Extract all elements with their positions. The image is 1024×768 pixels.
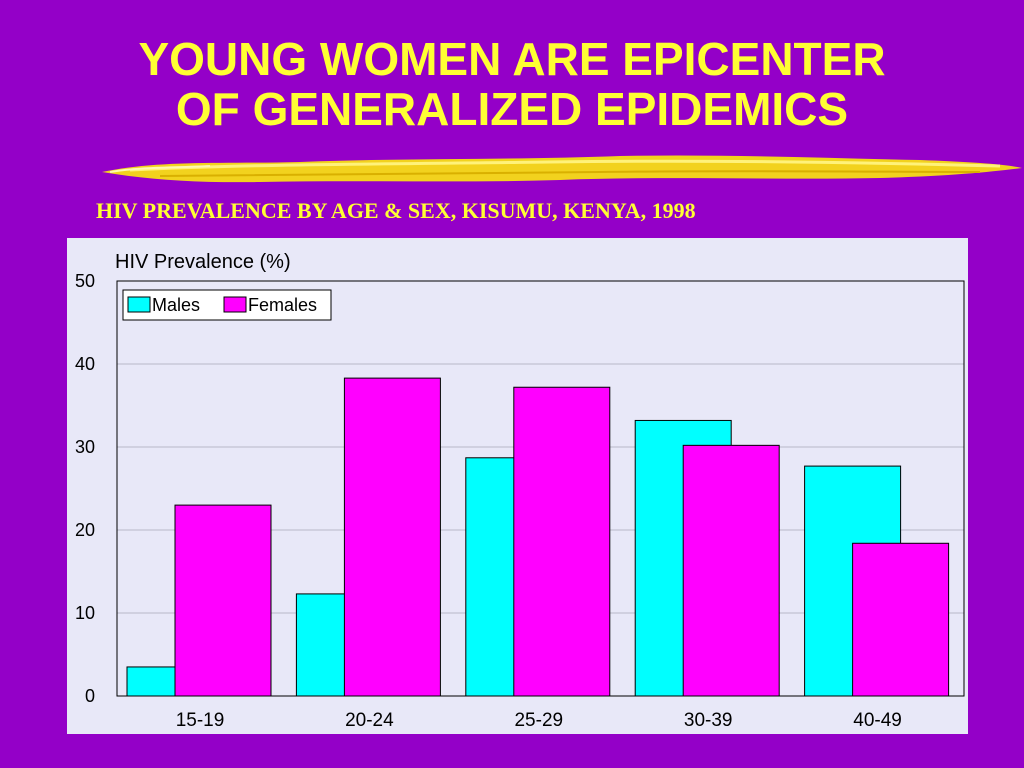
y-tick-label: 30 bbox=[75, 437, 95, 457]
legend-label-males: Males bbox=[152, 295, 200, 315]
legend-label-females: Females bbox=[248, 295, 317, 315]
y-tick-label: 50 bbox=[75, 271, 95, 291]
bar-females-15-19 bbox=[174, 504, 272, 697]
x-tick-label: 25-29 bbox=[514, 710, 563, 731]
y-tick-label: 20 bbox=[75, 520, 95, 540]
bar-females-30-39 bbox=[682, 444, 780, 697]
x-tick-label: 30-39 bbox=[684, 710, 733, 731]
y-axis-label: HIV Prevalence (%) bbox=[115, 251, 291, 273]
brush-stroke-divider bbox=[102, 155, 1022, 183]
slide-title: YOUNG WOMEN ARE EPICENTER OF GENERALIZED… bbox=[0, 34, 1024, 134]
slide-title-line-2: OF GENERALIZED EPIDEMICS bbox=[175, 83, 849, 135]
x-tick-label: 15-19 bbox=[176, 710, 225, 731]
chart-panel: 0 10 20 30 40 50 15-19 20-24 25-29 30-39 40-49 HIV… bbox=[67, 238, 968, 734]
y-tick-label: 0 bbox=[85, 686, 95, 706]
y-tick-label: 10 bbox=[75, 603, 95, 623]
legend-swatch-females bbox=[223, 296, 247, 313]
bar-females-40-49 bbox=[852, 542, 950, 697]
bar-females-20-24 bbox=[343, 377, 441, 697]
legend: Males Females bbox=[122, 289, 332, 321]
x-tick-label: 40-49 bbox=[853, 710, 902, 731]
bar-females-25-29 bbox=[513, 386, 611, 697]
bar-chart: 0 10 20 30 40 50 15-19 20-24 25-29 30-39 40-49 HIV… bbox=[75, 251, 965, 731]
y-tick-label: 40 bbox=[75, 354, 95, 374]
chart-subtitle: HIV PREVALENCE BY AGE & SEX, KISUMU, KEN… bbox=[96, 198, 696, 223]
legend-swatch-males bbox=[127, 296, 151, 313]
x-tick-label: 20-24 bbox=[345, 710, 394, 731]
slide-title-line-1: YOUNG WOMEN ARE EPICENTER bbox=[138, 33, 886, 85]
